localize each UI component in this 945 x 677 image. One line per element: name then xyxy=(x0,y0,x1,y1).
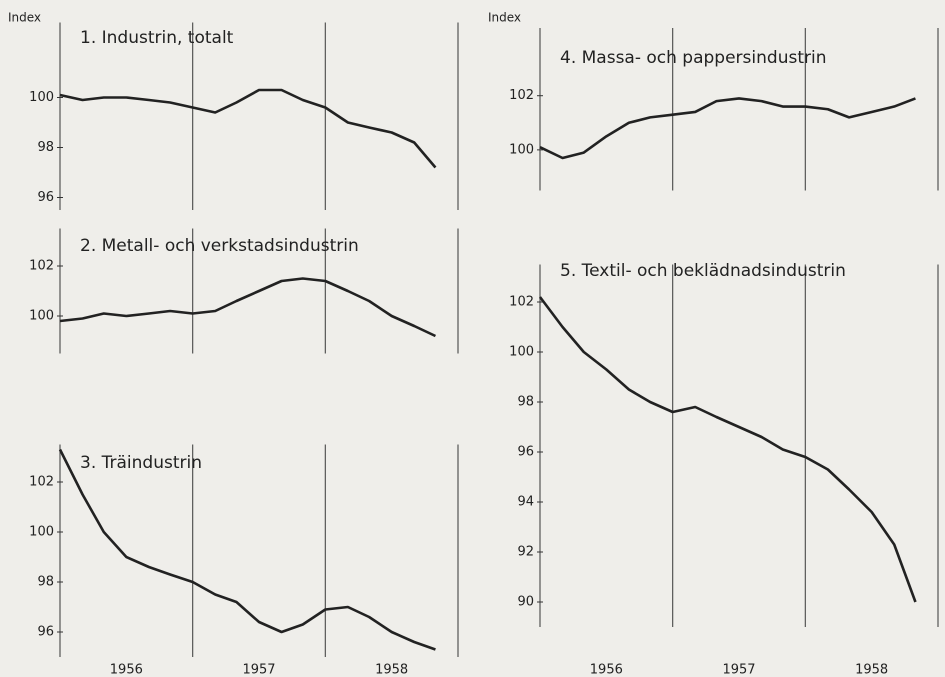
y-tick-label: 92 xyxy=(517,545,534,560)
y-axis-label: Index xyxy=(8,11,41,25)
y-tick-label: 96 xyxy=(37,190,54,205)
y-tick-label: 98 xyxy=(37,140,54,155)
x-tick-label: 1956 xyxy=(590,663,623,677)
y-tick-label: 90 xyxy=(517,595,534,610)
y-tick-label: 100 xyxy=(29,309,54,324)
x-tick-label: 1956 xyxy=(110,663,143,677)
data-line xyxy=(538,296,917,603)
panel-title: 3. Träindustrin xyxy=(80,453,202,473)
data-line xyxy=(58,448,436,651)
y-tick-label: 98 xyxy=(517,395,534,410)
y-tick-label: 100 xyxy=(509,345,534,360)
y-tick-label: 102 xyxy=(509,295,534,310)
x-tick-label: 1957 xyxy=(242,663,275,677)
x-tick-label: 1958 xyxy=(855,663,888,677)
y-tick-label: 102 xyxy=(509,88,534,103)
data-line xyxy=(59,88,437,169)
y-axis-label: Index xyxy=(488,11,521,25)
y-tick-label: 94 xyxy=(517,495,534,510)
y-tick-label: 102 xyxy=(29,259,54,274)
y-tick-label: 100 xyxy=(509,142,534,157)
y-tick-label: 100 xyxy=(29,90,54,105)
panel-title: 4. Massa- och pappersindustrin xyxy=(560,48,826,68)
data-line xyxy=(59,277,437,338)
y-tick-label: 96 xyxy=(37,625,54,640)
panel-title: 2. Metall- och verkstadsindustrin xyxy=(80,236,359,256)
x-tick-label: 1957 xyxy=(722,663,755,677)
panel-title: 5. Textil- och beklädnadsindustrin xyxy=(560,261,846,281)
y-tick-label: 102 xyxy=(29,475,54,490)
y-tick-label: 96 xyxy=(517,445,534,460)
y-tick-label: 98 xyxy=(37,575,54,590)
panel-title: 1. Industrin, totalt xyxy=(80,28,234,48)
data-line xyxy=(539,97,916,160)
y-tick-label: 100 xyxy=(29,525,54,540)
x-tick-label: 1958 xyxy=(375,663,408,677)
